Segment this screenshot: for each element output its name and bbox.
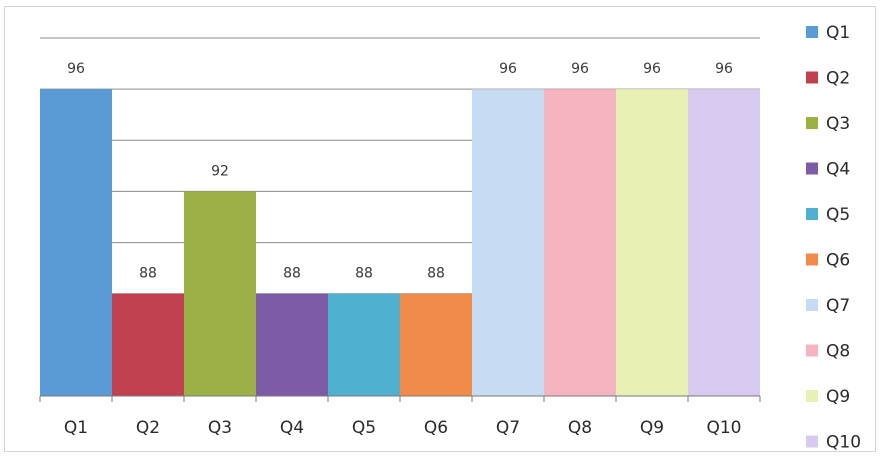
- data-label-q6: 88: [427, 266, 445, 282]
- legend-item-q3: Q3: [806, 114, 850, 134]
- x-tick-label-q8: Q8: [568, 418, 592, 438]
- bar-q7: [472, 89, 544, 397]
- x-tick-label-q4: Q4: [280, 418, 304, 438]
- bar-q6: [400, 293, 472, 396]
- legend-swatch: [806, 299, 818, 311]
- bars: [40, 89, 760, 397]
- data-labels: 96 88 92 88 88 88 96 96 96 96: [67, 61, 733, 282]
- legend-label: Q1: [826, 23, 850, 43]
- legend-label: Q4: [826, 160, 850, 180]
- legend-swatch: [806, 71, 818, 84]
- data-label-q2: 88: [139, 266, 157, 282]
- legend-swatch: [806, 390, 818, 402]
- legend-label: Q3: [826, 114, 850, 134]
- x-tick-label-q6: Q6: [424, 418, 448, 438]
- data-label-q7: 96: [499, 61, 517, 77]
- legend-swatch: [806, 208, 818, 220]
- legend-swatch: [806, 344, 818, 357]
- x-tick-label-q7: Q7: [496, 418, 520, 438]
- data-label-q4: 88: [283, 266, 301, 282]
- legend-label: Q6: [826, 251, 850, 271]
- legend-label: Q8: [826, 342, 850, 362]
- x-tick-label-q9: Q9: [640, 418, 664, 438]
- legend-swatch: [806, 253, 818, 266]
- x-tick-label-q5: Q5: [352, 418, 376, 438]
- bar-q2: [112, 293, 184, 396]
- x-axis: [39, 395, 761, 402]
- legend-item-q8: Q8: [806, 342, 850, 362]
- legend-item-q7: Q7: [806, 296, 850, 316]
- legend-label: Q7: [826, 296, 850, 316]
- x-tick-label-q3: Q3: [208, 418, 232, 438]
- x-tick-label-q10: Q10: [706, 418, 741, 438]
- legend-swatch: [806, 162, 818, 175]
- data-label-q10: 96: [715, 61, 733, 77]
- legend-swatch: [806, 435, 818, 448]
- bar-q8: [544, 89, 616, 397]
- legend-label: Q9: [826, 387, 850, 407]
- x-tick-label-q1: Q1: [64, 418, 88, 438]
- bar-q5: [328, 293, 400, 396]
- bar-q4: [256, 293, 328, 396]
- legend-label: Q5: [826, 205, 850, 225]
- data-label-q1: 96: [67, 61, 85, 77]
- data-label-q8: 96: [571, 61, 589, 77]
- legend-item-q1: Q1: [806, 23, 850, 43]
- bar-q10: [688, 89, 760, 397]
- legend-label: Q10: [826, 433, 861, 453]
- legend-item-q6: Q6: [806, 251, 850, 271]
- legend-item-q4: Q4: [806, 160, 850, 180]
- legend-item-q9: Q9: [806, 387, 850, 407]
- legend-swatch: [806, 117, 818, 129]
- x-tick-labels: Q1 Q2 Q3 Q4 Q5 Q6 Q7 Q8 Q9 Q10: [64, 418, 742, 438]
- legend-item-q10: Q10: [806, 433, 861, 453]
- legend-label: Q2: [826, 69, 850, 89]
- legend-item-q5: Q5: [806, 205, 850, 225]
- data-label-q3: 92: [211, 163, 229, 179]
- legend-item-q2: Q2: [806, 69, 850, 89]
- x-tick-label-q2: Q2: [136, 418, 160, 438]
- legend-swatch: [806, 26, 818, 38]
- data-label-q9: 96: [643, 61, 661, 77]
- data-label-q5: 88: [355, 266, 373, 282]
- bar-q3: [184, 191, 256, 396]
- legend: Q1 Q2 Q3 Q4 Q5 Q6 Q7 Q8 Q9 Q10: [806, 23, 861, 453]
- bar-q1: [40, 89, 112, 397]
- bar-q9: [616, 89, 688, 397]
